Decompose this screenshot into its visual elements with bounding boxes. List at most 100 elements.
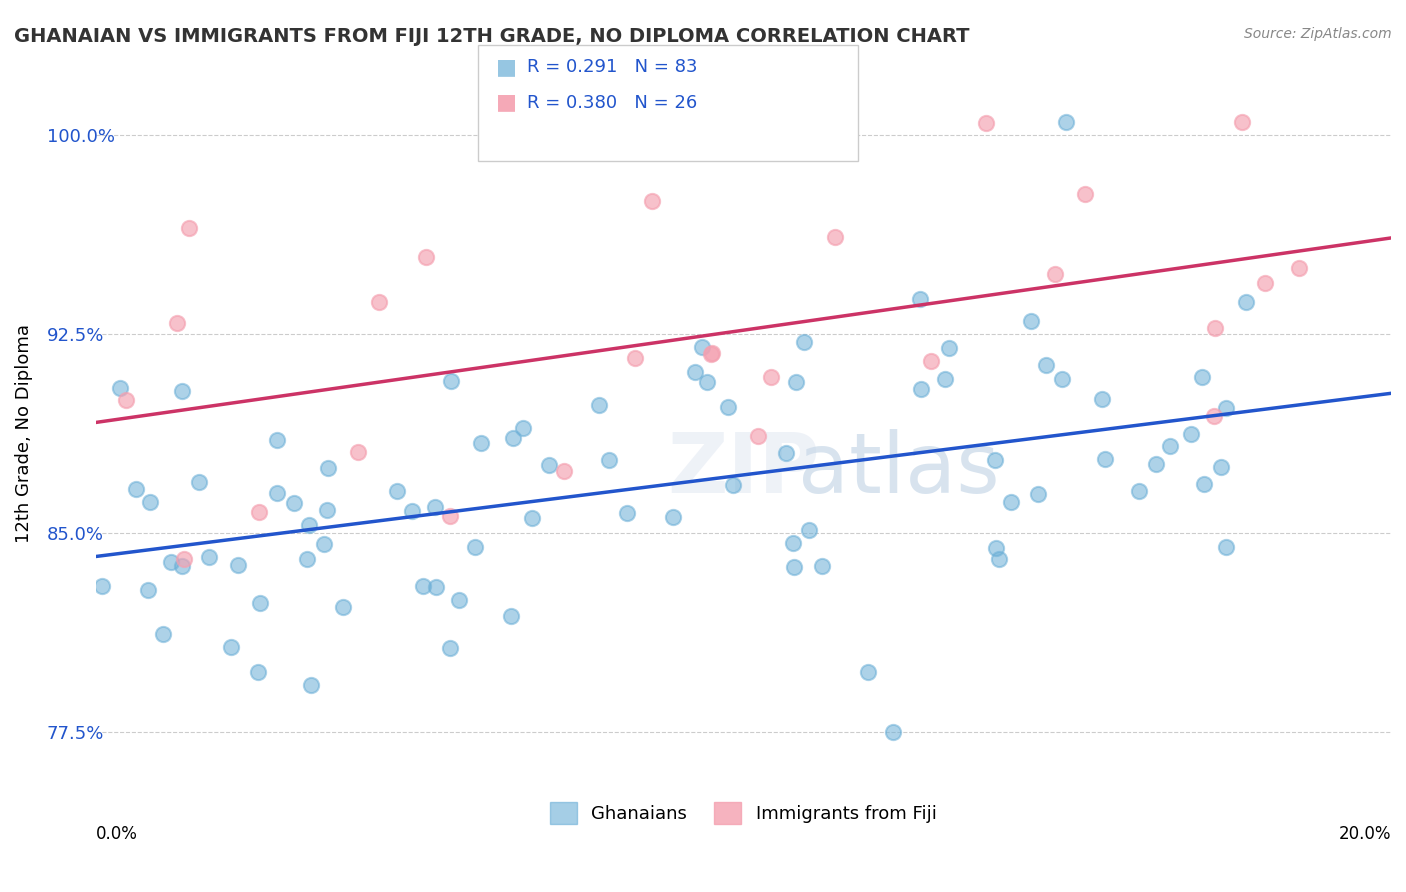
Point <box>425 580 447 594</box>
Point <box>1073 187 1095 202</box>
Point <box>187 475 209 489</box>
Point <box>283 496 305 510</box>
Point <box>1204 321 1226 335</box>
Point <box>699 347 721 361</box>
Point <box>1128 484 1150 499</box>
Point <box>934 372 956 386</box>
Text: ZIP: ZIP <box>666 429 820 510</box>
Point <box>759 369 782 384</box>
Point <box>1191 369 1213 384</box>
Point <box>312 537 335 551</box>
Point <box>785 375 807 389</box>
Text: GHANAIAN VS IMMIGRANTS FROM FIJI 12TH GRADE, NO DIPLOMA CORRELATION CHART: GHANAIAN VS IMMIGRANTS FROM FIJI 12TH GR… <box>14 27 970 45</box>
Point <box>702 345 724 359</box>
Point <box>1144 457 1167 471</box>
Point <box>91 579 114 593</box>
Text: 20.0%: 20.0% <box>1339 825 1391 843</box>
Point <box>439 640 461 655</box>
Point <box>297 552 319 566</box>
Text: ■: ■ <box>496 57 517 77</box>
Text: ■: ■ <box>496 93 517 112</box>
Point <box>115 393 138 408</box>
Point <box>598 452 620 467</box>
Point <box>1230 114 1253 128</box>
Point <box>775 446 797 460</box>
Point <box>136 582 159 597</box>
Point <box>588 398 610 412</box>
Point <box>1254 276 1277 290</box>
Point <box>439 509 461 524</box>
Point <box>1215 540 1237 554</box>
Point <box>332 600 354 615</box>
Y-axis label: 12th Grade, No Diploma: 12th Grade, No Diploma <box>15 324 32 543</box>
Point <box>108 381 131 395</box>
Point <box>226 558 249 572</box>
Point <box>1026 486 1049 500</box>
Point <box>988 551 1011 566</box>
Point <box>793 334 815 349</box>
Point <box>1234 294 1257 309</box>
Point <box>938 341 960 355</box>
Point <box>1054 114 1077 128</box>
Text: Source: ZipAtlas.com: Source: ZipAtlas.com <box>1244 27 1392 41</box>
Point <box>347 445 370 459</box>
Point <box>537 458 560 473</box>
Point <box>412 579 434 593</box>
Point <box>1091 392 1114 406</box>
Point <box>464 540 486 554</box>
Point <box>882 725 904 739</box>
Text: atlas: atlas <box>797 429 1000 510</box>
Point <box>470 436 492 450</box>
Point <box>1204 409 1226 423</box>
Text: R = 0.291   N = 83: R = 0.291 N = 83 <box>527 58 697 76</box>
Point <box>179 221 201 235</box>
Point <box>166 316 188 330</box>
Point <box>856 665 879 679</box>
Point <box>316 503 339 517</box>
Point <box>502 431 524 445</box>
Point <box>683 365 706 379</box>
Point <box>974 116 997 130</box>
Point <box>124 483 146 497</box>
Point <box>984 453 1007 467</box>
Point <box>553 464 575 478</box>
Point <box>782 560 804 574</box>
Point <box>616 506 638 520</box>
Point <box>368 294 391 309</box>
Point <box>501 608 523 623</box>
Point <box>1192 476 1215 491</box>
Point <box>138 495 160 509</box>
Point <box>266 433 288 447</box>
Point <box>298 518 321 533</box>
Point <box>984 541 1007 555</box>
Point <box>624 351 647 366</box>
Point <box>152 627 174 641</box>
Point <box>440 375 463 389</box>
Point <box>198 549 221 564</box>
Point <box>717 401 740 415</box>
Point <box>690 340 713 354</box>
Point <box>299 678 322 692</box>
Point <box>797 523 820 537</box>
Point <box>1211 460 1233 475</box>
Point <box>1180 427 1202 442</box>
Point <box>1000 494 1022 508</box>
Point <box>247 665 270 679</box>
Point <box>1050 372 1073 386</box>
Point <box>662 510 685 524</box>
Point <box>1288 261 1310 276</box>
Point <box>247 505 270 519</box>
Point <box>1215 401 1237 415</box>
Point <box>160 555 183 569</box>
Point <box>401 504 423 518</box>
Point <box>170 559 193 574</box>
Point <box>811 559 834 574</box>
Point <box>782 536 804 550</box>
Point <box>910 382 932 396</box>
Legend: Ghanaians, Immigrants from Fiji: Ghanaians, Immigrants from Fiji <box>541 793 946 833</box>
Point <box>318 461 340 475</box>
Point <box>172 384 194 399</box>
Point <box>219 640 242 654</box>
Point <box>641 194 664 209</box>
Point <box>423 500 446 514</box>
